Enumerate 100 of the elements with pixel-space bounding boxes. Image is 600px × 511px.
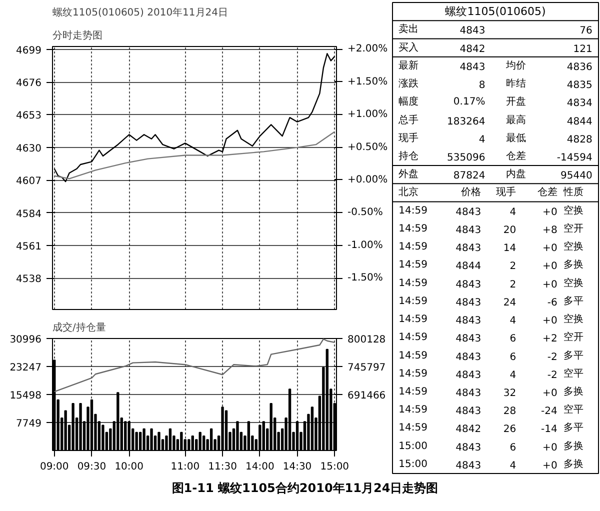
text: +2 xyxy=(542,334,558,345)
text: 4842 xyxy=(460,44,486,55)
text: 价格 xyxy=(460,186,482,198)
text: 性质 xyxy=(562,186,584,198)
y-tick-label: 4676 xyxy=(16,78,42,90)
y2-tick-label: +2.00% xyxy=(348,44,388,55)
text: 持仓 xyxy=(398,150,419,162)
x-tick-label: 09:30 xyxy=(77,462,106,472)
text: 95440 xyxy=(560,170,592,182)
text: -14 xyxy=(540,424,558,436)
text: 多换 xyxy=(563,458,584,470)
text: 4 xyxy=(478,134,486,146)
y-tick-label: 4653 xyxy=(16,110,42,122)
text: 多换 xyxy=(563,440,584,452)
text: 121 xyxy=(573,44,592,55)
text: 多平 xyxy=(563,349,584,362)
text: 20 xyxy=(503,224,516,236)
text: 14 xyxy=(503,243,516,254)
text: 空换 xyxy=(563,313,584,326)
chart-title: 螺纹1105(010605) 2010年11月24日 xyxy=(52,6,228,18)
text: 昨结 xyxy=(506,78,526,90)
line-series xyxy=(54,131,336,180)
text: 4843 xyxy=(456,224,482,236)
text: 4842 xyxy=(456,424,482,436)
text: 螺纹1105(010605) xyxy=(445,5,546,18)
text: -2 xyxy=(547,352,558,363)
text: 6 xyxy=(510,334,516,345)
text: 空换 xyxy=(563,276,584,289)
text: +0 xyxy=(542,442,558,454)
y2-tick-label: +0.00% xyxy=(348,174,388,186)
text: 4843 xyxy=(460,26,486,37)
text: 北京 xyxy=(398,186,419,198)
text: 最新 xyxy=(398,59,419,72)
y-tick-label: 4607 xyxy=(16,176,42,188)
y2-tick-label: +0.50% xyxy=(348,142,388,153)
text: 4843 xyxy=(456,334,482,345)
line-series xyxy=(54,338,336,392)
text: 14:59 xyxy=(398,350,428,362)
text: 14:59 xyxy=(398,314,428,326)
text: 4 xyxy=(510,206,516,218)
text: -2 xyxy=(547,370,558,381)
text: 4843 xyxy=(456,206,482,218)
text: 15:00 xyxy=(398,440,428,452)
text: 开盘 xyxy=(506,96,526,108)
text: 4843 xyxy=(456,370,482,381)
chart-title: 成交/持仓量 xyxy=(52,322,106,334)
text: 14:59 xyxy=(398,278,428,289)
text: 4843 xyxy=(460,62,486,73)
text: 4843 xyxy=(456,297,482,308)
text: 内盘 xyxy=(506,168,526,180)
text: +0 xyxy=(542,388,558,399)
text: 32 xyxy=(503,388,516,399)
text: 仓差 xyxy=(506,150,526,162)
y-tick-label: 30996 xyxy=(10,334,42,346)
text: 4843 xyxy=(456,460,482,472)
text: 多换 xyxy=(563,258,584,271)
text: 现手 xyxy=(398,132,419,144)
text: 6 xyxy=(510,442,516,454)
text: 多平 xyxy=(563,422,584,434)
text: 外盘 xyxy=(398,168,419,180)
y-tick-label: 4561 xyxy=(16,242,42,253)
text: 4836 xyxy=(566,62,592,73)
text: +0 xyxy=(542,316,558,327)
caption: 图1-11 螺纹1105合约2010年11月24日走势图 xyxy=(172,480,438,497)
text: 最高 xyxy=(506,114,526,126)
text: 14:59 xyxy=(398,404,428,416)
text: 4843 xyxy=(456,316,482,327)
y-tick-label: 4699 xyxy=(16,45,42,56)
x-tick-label: 09:00 xyxy=(40,462,69,472)
text: 4844 xyxy=(566,116,592,128)
x-tick-label: 11:00 xyxy=(170,462,200,472)
text: +0 xyxy=(542,279,558,290)
text: 87824 xyxy=(453,170,486,182)
text: +0 xyxy=(542,460,558,472)
text: 0.17% xyxy=(453,96,486,108)
text: 4834 xyxy=(566,98,592,110)
text: 14:59 xyxy=(398,386,428,398)
text: 多换 xyxy=(563,385,584,398)
y2-tick-label: -1.00% xyxy=(348,240,383,251)
text: 2 xyxy=(510,261,516,272)
text: 均价 xyxy=(504,59,526,72)
text: 4835 xyxy=(566,80,592,92)
y2-tick-label: 745797 xyxy=(348,362,386,374)
text: 4843 xyxy=(456,243,482,254)
y-tick-label: 4584 xyxy=(16,208,42,220)
text: 14:59 xyxy=(398,242,428,253)
text: 现手 xyxy=(496,186,516,198)
y2-tick-label: -1.50% xyxy=(348,272,383,284)
x-tick-label: 10:00 xyxy=(114,462,144,472)
y2-tick-label: -0.50% xyxy=(348,207,383,218)
text: 4843 xyxy=(456,442,482,454)
text: -14594 xyxy=(556,152,592,164)
text: 多平 xyxy=(563,294,584,307)
text: 14:59 xyxy=(398,260,428,271)
text: -6 xyxy=(547,297,558,308)
text: 4828 xyxy=(566,134,592,146)
text: +0 xyxy=(542,206,558,218)
text: 涨跌 xyxy=(398,78,419,90)
x-tick-label: 14:30 xyxy=(282,462,312,472)
text: 535096 xyxy=(447,152,486,164)
